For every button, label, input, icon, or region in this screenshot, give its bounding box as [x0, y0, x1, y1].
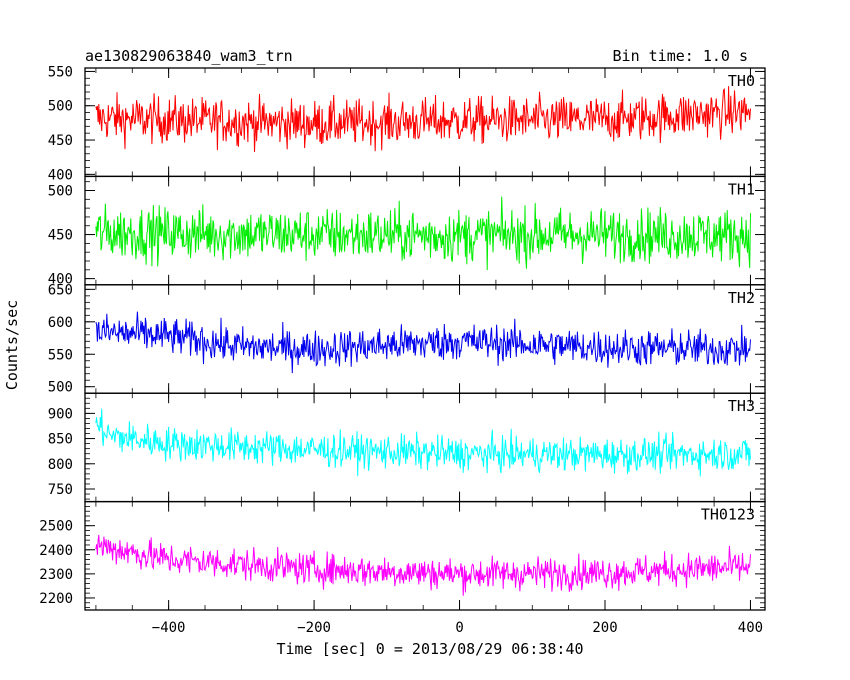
panel-th3: 750 800 850 900 TH3	[48, 392, 766, 503]
x-tick-label: 0	[455, 620, 463, 636]
y-tick-label: 550	[48, 347, 73, 363]
y-tick-label: 650	[48, 282, 73, 298]
series-line-th0123	[95, 534, 751, 596]
x-tick-label: −400	[152, 620, 186, 636]
y-tick-label: 2300	[39, 567, 73, 583]
y-tick-label: 2400	[39, 543, 73, 559]
x-tick-label: 200	[592, 620, 617, 636]
y-tick-label: 450	[48, 228, 73, 244]
panel-name-th1: TH1	[728, 180, 755, 198]
bin-time-label: Bin time: 1.0 s	[613, 47, 748, 65]
panel-name-th0: TH0	[728, 72, 755, 90]
panel-th0123: 2200 2300 2400 2500 TH0123	[39, 500, 766, 611]
x-tick-label: 400	[738, 620, 763, 636]
y-tick-label: 2500	[39, 519, 73, 535]
panel-name-th3: TH3	[728, 397, 755, 415]
series-line-th3	[95, 408, 751, 477]
y-tick-label: 500	[48, 99, 73, 115]
y-tick-label: 400	[48, 272, 73, 288]
panel-name-th0123: TH0123	[701, 506, 755, 524]
series-line-th2	[95, 311, 751, 374]
y-tick-label: 500	[48, 380, 73, 396]
y-tick-label: 800	[48, 457, 73, 473]
y-tick-label: 2200	[39, 591, 73, 607]
panel-th1: 400 450 500 TH1	[48, 175, 766, 288]
series-line-th1	[95, 196, 751, 271]
x-axis-label: Time [sec] 0 = 2013/08/29 06:38:40	[276, 640, 583, 658]
panel-th0: 400 450 500 550 TH0	[48, 64, 766, 183]
y-tick-label: 450	[48, 133, 73, 149]
y-tick-label: 400	[48, 167, 73, 183]
panels-group: 400 450 500 550 TH0 400 450 500 TH1 500 550 600 650 T…	[39, 64, 766, 636]
x-tick-label: −200	[297, 620, 331, 636]
series-line-th0	[95, 86, 751, 153]
panel-th2: 500 550 600 650 TH2	[48, 282, 766, 396]
y-tick-label: 850	[48, 432, 73, 448]
y-axis-label: Counts/sec	[3, 300, 21, 390]
y-tick-label: 600	[48, 315, 73, 331]
y-tick-label: 550	[48, 64, 73, 80]
y-tick-label: 750	[48, 482, 73, 498]
panel-frame	[84, 500, 766, 611]
chart-title: ae130829063840_wam3_trn	[85, 47, 293, 65]
y-tick-label: 500	[48, 184, 73, 200]
y-tick-label: 900	[48, 406, 73, 422]
panel-name-th2: TH2	[728, 289, 755, 307]
